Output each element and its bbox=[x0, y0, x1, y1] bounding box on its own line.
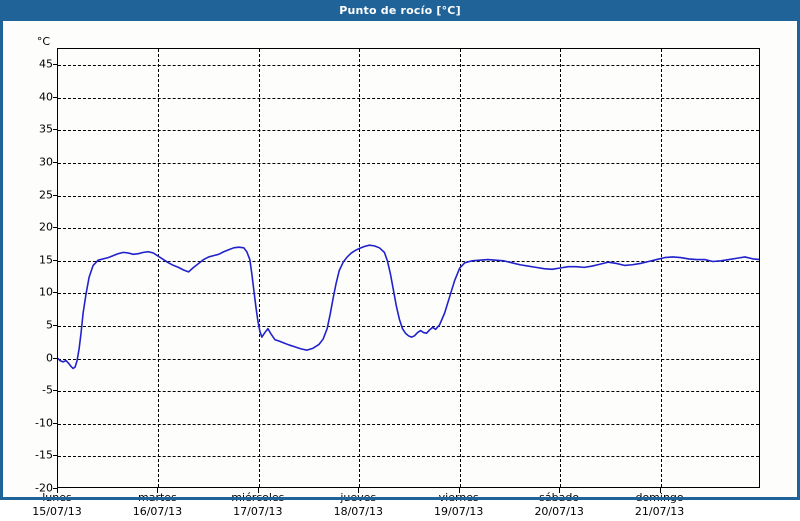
x-axis-tick-mark bbox=[157, 488, 159, 493]
gridline-horizontal bbox=[58, 195, 759, 197]
gridline-horizontal bbox=[58, 358, 759, 360]
gridline-horizontal bbox=[58, 293, 759, 295]
y-axis-unit-label: °C bbox=[36, 35, 50, 48]
y-axis-tick-label: 0 bbox=[46, 351, 53, 365]
y-axis-tick-mark bbox=[53, 390, 57, 392]
y-axis-tick-label: 20 bbox=[39, 220, 53, 234]
x-axis-tick-group: domingo 21/07/13 bbox=[600, 491, 720, 519]
x-axis-date-label: 21/07/13 bbox=[634, 505, 685, 518]
y-axis-tick-mark bbox=[53, 194, 57, 196]
y-axis-tick-label: -15 bbox=[35, 448, 53, 462]
y-axis-tick-mark bbox=[53, 129, 57, 131]
gridline-horizontal bbox=[58, 97, 759, 99]
y-axis-tick-label: -20 bbox=[35, 481, 53, 495]
gridline-vertical bbox=[258, 49, 260, 487]
chart-area: °C 45 40 35 30 25 20 15 10 5 0 -5 -10 -15 -20 lunes 15… bbox=[0, 21, 800, 518]
y-axis-tick-mark bbox=[53, 357, 57, 359]
x-axis-tick-mark bbox=[458, 488, 460, 493]
x-axis-tick-mark bbox=[559, 488, 561, 493]
y-axis-tick-label: 40 bbox=[39, 90, 53, 104]
y-axis-tick-mark bbox=[53, 422, 57, 424]
y-axis-tick-mark bbox=[53, 259, 57, 261]
y-axis-tick-label: 15 bbox=[39, 253, 53, 267]
series-line-dew-point bbox=[58, 244, 759, 370]
gridline-vertical bbox=[660, 49, 662, 487]
y-axis-tick-mark bbox=[53, 96, 57, 98]
y-axis-tick-label: 35 bbox=[39, 122, 53, 136]
y-axis-tick-marks bbox=[53, 48, 58, 489]
gridline-horizontal bbox=[58, 423, 759, 425]
y-axis-tick-label: -5 bbox=[42, 383, 53, 397]
y-axis-tick-mark bbox=[53, 455, 57, 457]
gridline-horizontal bbox=[58, 130, 759, 132]
y-axis-tick-mark bbox=[53, 325, 57, 327]
x-axis-tick-mark bbox=[57, 488, 58, 493]
y-axis-tick-label: 45 bbox=[39, 57, 53, 71]
gridline-horizontal bbox=[58, 260, 759, 262]
y-axis-tick-mark bbox=[53, 162, 57, 164]
window-title-bar: Punto de rocío [°C] bbox=[0, 0, 800, 21]
gridline-horizontal bbox=[58, 228, 759, 230]
y-axis-tick-labels: 45 40 35 30 25 20 15 10 5 0 -5 -10 -15 -20 bbox=[0, 48, 53, 495]
y-axis-tick-label: 10 bbox=[39, 285, 53, 299]
x-axis-tick-mark bbox=[257, 488, 259, 493]
y-axis-tick-mark bbox=[53, 488, 57, 489]
x-axis-tick-labels: lunes 15/07/13 martes 16/07/13 miércoles 17/0… bbox=[32, 491, 760, 521]
y-axis-tick-label: 25 bbox=[39, 188, 53, 202]
y-axis-tick-mark bbox=[53, 292, 57, 294]
y-axis-tick-label: 5 bbox=[46, 318, 53, 332]
gridline-horizontal bbox=[58, 326, 759, 328]
gridline-horizontal bbox=[58, 163, 759, 165]
x-axis-day-label: domingo bbox=[635, 491, 684, 504]
x-axis-tick-marks bbox=[57, 488, 760, 494]
y-axis-tick-mark bbox=[53, 64, 57, 66]
plot-area bbox=[57, 48, 760, 488]
gridline-vertical bbox=[359, 49, 361, 487]
y-axis-tick-mark bbox=[53, 227, 57, 229]
x-axis-tick-mark bbox=[659, 488, 661, 493]
page-title: Punto de rocío [°C] bbox=[339, 4, 461, 17]
gridline-horizontal bbox=[58, 391, 759, 393]
y-axis-tick-label: 30 bbox=[39, 155, 53, 169]
gridline-horizontal bbox=[58, 65, 759, 67]
gridline-horizontal bbox=[58, 456, 759, 458]
gridline-vertical bbox=[158, 49, 160, 487]
y-axis-tick-label: -10 bbox=[35, 416, 53, 430]
x-axis-tick-mark bbox=[358, 488, 360, 493]
